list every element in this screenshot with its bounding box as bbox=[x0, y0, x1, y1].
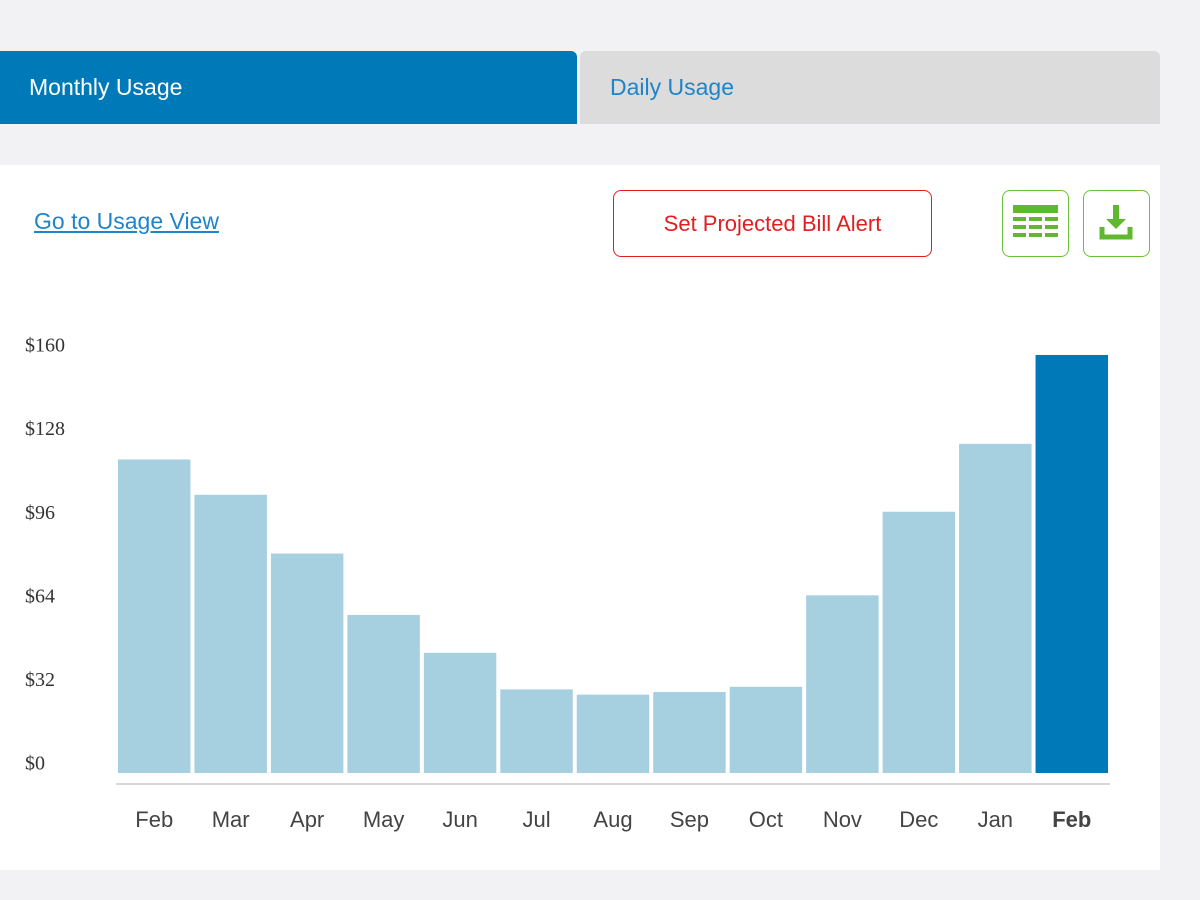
download-icon bbox=[1099, 205, 1133, 240]
x-tick-label: Nov bbox=[823, 807, 862, 832]
bar bbox=[1035, 355, 1108, 773]
y-tick-label: $32 bbox=[25, 669, 55, 691]
table-view-button[interactable] bbox=[1002, 190, 1069, 257]
x-tick-label: Feb bbox=[1052, 807, 1091, 832]
bar bbox=[806, 595, 879, 773]
bar bbox=[959, 443, 1032, 773]
bill-alert-button[interactable]: Set Projected Bill Alert bbox=[613, 190, 932, 257]
tab-active[interactable]: Monthly Usage bbox=[0, 51, 577, 124]
table-icon bbox=[1013, 205, 1058, 237]
x-tick-label: Feb bbox=[135, 807, 173, 832]
x-tick-label: Dec bbox=[899, 807, 938, 832]
bar bbox=[729, 686, 803, 773]
x-tick-label: Jan bbox=[978, 807, 1013, 832]
y-tick-label: $0 bbox=[25, 753, 45, 775]
usage-view-link[interactable]: Go to Usage View bbox=[34, 208, 219, 234]
x-tick-label: Jul bbox=[522, 807, 550, 832]
y-tick-label: $96 bbox=[25, 502, 55, 524]
x-tick-label: Oct bbox=[749, 807, 783, 832]
x-tick-label: Aug bbox=[593, 807, 632, 832]
bar bbox=[194, 494, 267, 773]
bar bbox=[653, 692, 726, 773]
x-tick-label: Sep bbox=[670, 807, 709, 832]
download-button[interactable] bbox=[1083, 190, 1150, 257]
bar bbox=[882, 511, 956, 773]
bar bbox=[118, 459, 191, 773]
x-tick-label: Jun bbox=[442, 807, 477, 832]
y-tick-label: $160 bbox=[25, 335, 65, 357]
bar bbox=[347, 614, 420, 773]
tab[interactable]: Daily Usage bbox=[580, 51, 1160, 124]
bar bbox=[500, 689, 573, 773]
bar bbox=[423, 652, 497, 773]
x-tick-label: Apr bbox=[290, 807, 324, 832]
x-tick-label: May bbox=[363, 807, 405, 832]
y-tick-label: $128 bbox=[25, 418, 65, 440]
y-tick-label: $64 bbox=[25, 585, 55, 607]
bar bbox=[576, 694, 650, 773]
x-tick-label: Mar bbox=[212, 807, 250, 832]
bar bbox=[270, 553, 344, 773]
